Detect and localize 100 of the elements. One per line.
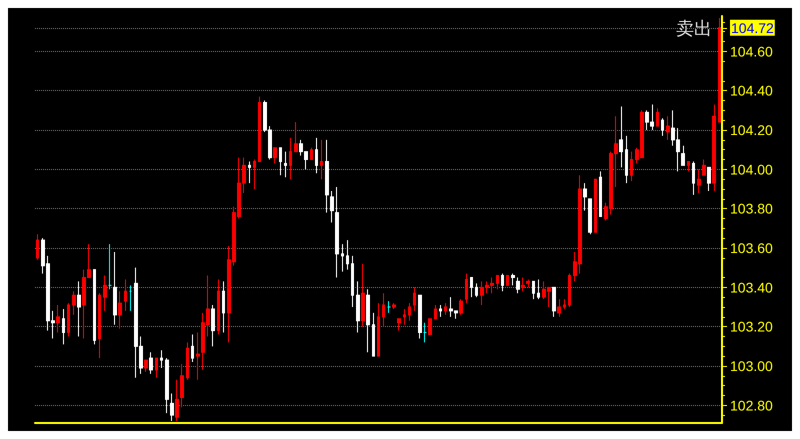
candlestick bbox=[594, 178, 597, 233]
candlestick bbox=[62, 308, 65, 345]
candlestick bbox=[279, 147, 282, 176]
candlestick bbox=[284, 151, 287, 178]
candlestick bbox=[273, 147, 277, 164]
candlestick bbox=[599, 170, 602, 218]
candlestick bbox=[439, 304, 442, 318]
candlestick bbox=[36, 234, 39, 260]
candlestick bbox=[377, 302, 380, 357]
y-tick-label: 103.60 bbox=[730, 240, 774, 256]
candlestick bbox=[330, 190, 334, 223]
candlestick bbox=[619, 106, 623, 168]
candlestick bbox=[118, 290, 122, 330]
candlestick bbox=[413, 286, 416, 312]
candlestick bbox=[129, 284, 132, 312]
candlestick bbox=[521, 277, 525, 292]
candlestick bbox=[294, 122, 298, 152]
candlestick bbox=[465, 273, 468, 304]
y-tick-label: 103.40 bbox=[730, 279, 774, 296]
candlestick bbox=[149, 352, 153, 374]
candlestick bbox=[98, 292, 101, 359]
candlestick bbox=[403, 308, 406, 326]
candlestick bbox=[661, 118, 664, 136]
candlestick bbox=[77, 280, 81, 337]
candlestick bbox=[72, 290, 76, 316]
candlestick bbox=[253, 159, 256, 190]
candlestick bbox=[537, 278, 540, 300]
candlestick bbox=[568, 273, 571, 308]
y-tick-label: 102.80 bbox=[730, 397, 774, 414]
candlestick bbox=[165, 358, 169, 414]
candlestick bbox=[289, 137, 292, 180]
candlestick bbox=[666, 116, 670, 140]
candlestick bbox=[475, 282, 478, 298]
candlestick bbox=[387, 300, 391, 314]
candlestick bbox=[320, 139, 323, 180]
candlestick bbox=[113, 251, 117, 326]
candlestick bbox=[552, 286, 556, 318]
y-tick-label: 104.40 bbox=[730, 82, 774, 99]
candlestick bbox=[310, 147, 313, 160]
candlestick bbox=[625, 135, 628, 184]
candlestick bbox=[583, 182, 587, 212]
candlestick bbox=[697, 168, 701, 194]
candlestick bbox=[423, 322, 427, 343]
candlestick bbox=[351, 255, 354, 308]
candlestick bbox=[356, 280, 360, 334]
candlestick bbox=[444, 302, 447, 316]
candlestick bbox=[687, 161, 690, 172]
candlestick bbox=[511, 273, 515, 286]
candlestick bbox=[315, 137, 318, 174]
candlestick bbox=[428, 318, 432, 336]
candlestick bbox=[124, 278, 127, 312]
candlestick bbox=[160, 350, 163, 368]
candlestick bbox=[588, 198, 592, 235]
candlestick bbox=[563, 298, 566, 310]
y-tick-label: 104.60 bbox=[730, 43, 774, 60]
candlestick bbox=[501, 273, 504, 292]
candlestick bbox=[382, 292, 385, 328]
y-tick-label: 104.72 bbox=[731, 20, 774, 36]
candlestick bbox=[196, 332, 200, 380]
candlestick bbox=[702, 159, 706, 176]
candlestick bbox=[434, 304, 437, 320]
candlestick bbox=[175, 379, 179, 422]
candlestick bbox=[418, 294, 422, 339]
candlestick bbox=[93, 269, 96, 345]
candlestick bbox=[211, 304, 215, 347]
candlestick bbox=[459, 298, 463, 316]
candlestick bbox=[526, 278, 530, 288]
candlestick bbox=[325, 139, 329, 214]
candlestick bbox=[67, 302, 70, 337]
y-tick-label: 103.20 bbox=[730, 318, 774, 335]
candlestick bbox=[191, 334, 194, 363]
candlestick bbox=[335, 186, 339, 278]
candlestick bbox=[630, 151, 633, 182]
candlestick bbox=[470, 277, 473, 298]
candlestick bbox=[712, 104, 716, 192]
candlestick bbox=[341, 244, 344, 272]
candlestick bbox=[692, 161, 695, 196]
candlestick bbox=[180, 364, 184, 408]
candlestick bbox=[718, 17, 721, 123]
candlestick bbox=[258, 96, 261, 162]
candlestick bbox=[217, 278, 220, 336]
candlestick bbox=[372, 312, 375, 357]
candlestick bbox=[506, 275, 509, 286]
candlestick bbox=[248, 161, 251, 184]
candlestick bbox=[186, 342, 189, 380]
candlestick bbox=[656, 108, 659, 127]
candlestick bbox=[361, 263, 365, 328]
candlestick bbox=[681, 145, 685, 166]
candlestick bbox=[557, 298, 561, 318]
candlestick bbox=[346, 240, 349, 270]
candlestick bbox=[155, 358, 158, 378]
candlestick bbox=[392, 302, 396, 310]
annotation: 卖出 bbox=[676, 18, 712, 40]
candlestick bbox=[397, 318, 401, 332]
candlestick bbox=[496, 275, 499, 290]
candlestick bbox=[170, 393, 174, 422]
candlestick bbox=[516, 277, 520, 294]
candlestick bbox=[56, 304, 60, 334]
y-tick-label: 103.80 bbox=[730, 200, 774, 217]
y-tick-label: 104.20 bbox=[730, 122, 774, 138]
